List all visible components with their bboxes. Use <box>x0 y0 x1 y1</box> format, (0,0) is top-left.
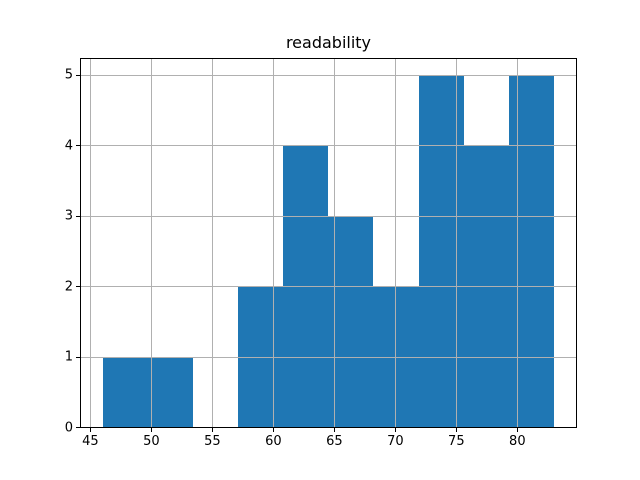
histogram-bar <box>147 357 193 428</box>
plot-frame <box>80 57 577 428</box>
y-tick-mark <box>76 145 80 147</box>
plot-area <box>80 57 577 428</box>
y-tick-label: 0 <box>64 420 73 435</box>
x-tick-mark <box>89 427 91 432</box>
y-tick-label: 5 <box>64 67 73 83</box>
y-gridline <box>80 356 577 358</box>
x-tick-label: 80 <box>509 433 526 449</box>
x-tick-mark <box>394 427 396 432</box>
bars-layer <box>80 58 577 428</box>
y-gridline <box>80 286 577 288</box>
grid-layer <box>80 57 577 428</box>
x-tick-mark <box>333 427 335 432</box>
y-tick-label: 1 <box>64 349 73 365</box>
y-tick-mark <box>76 74 80 76</box>
y-tick-mark <box>76 427 80 428</box>
y-tick-mark <box>76 215 80 217</box>
x-tick-label: 50 <box>143 433 160 449</box>
x-gridline <box>150 57 152 428</box>
y-tick-mark <box>76 286 80 288</box>
x-gridline <box>89 57 91 428</box>
y-gridline <box>80 145 577 147</box>
y-tick-label: 3 <box>64 208 73 224</box>
x-tick-label: 45 <box>82 433 99 449</box>
y-gridline <box>80 215 577 217</box>
x-gridline <box>455 57 457 428</box>
x-tick-mark <box>150 427 152 432</box>
histogram-bar <box>328 216 374 428</box>
histogram-bar <box>508 75 554 428</box>
x-tick-mark <box>516 427 518 432</box>
y-tick-mark <box>76 356 80 358</box>
x-tick-label: 70 <box>387 433 404 449</box>
y-tick-label: 4 <box>64 138 73 154</box>
x-tick-label: 65 <box>326 433 343 449</box>
x-gridline <box>333 57 335 428</box>
y-tick-label: 2 <box>64 279 73 295</box>
x-tick-mark <box>272 427 274 432</box>
x-gridline <box>394 57 396 428</box>
x-tick-mark <box>211 427 213 432</box>
x-gridline <box>272 57 274 428</box>
chart-title: readability <box>285 33 372 52</box>
y-gridline <box>80 427 577 428</box>
x-tick-label: 75 <box>448 433 465 449</box>
y-gridline <box>80 74 577 76</box>
x-tick-mark <box>455 427 457 432</box>
histogram-bar <box>102 357 148 428</box>
x-tick-label: 55 <box>204 433 221 449</box>
x-gridline <box>516 57 518 428</box>
x-gridline <box>211 57 213 428</box>
x-tick-label: 60 <box>265 433 282 449</box>
